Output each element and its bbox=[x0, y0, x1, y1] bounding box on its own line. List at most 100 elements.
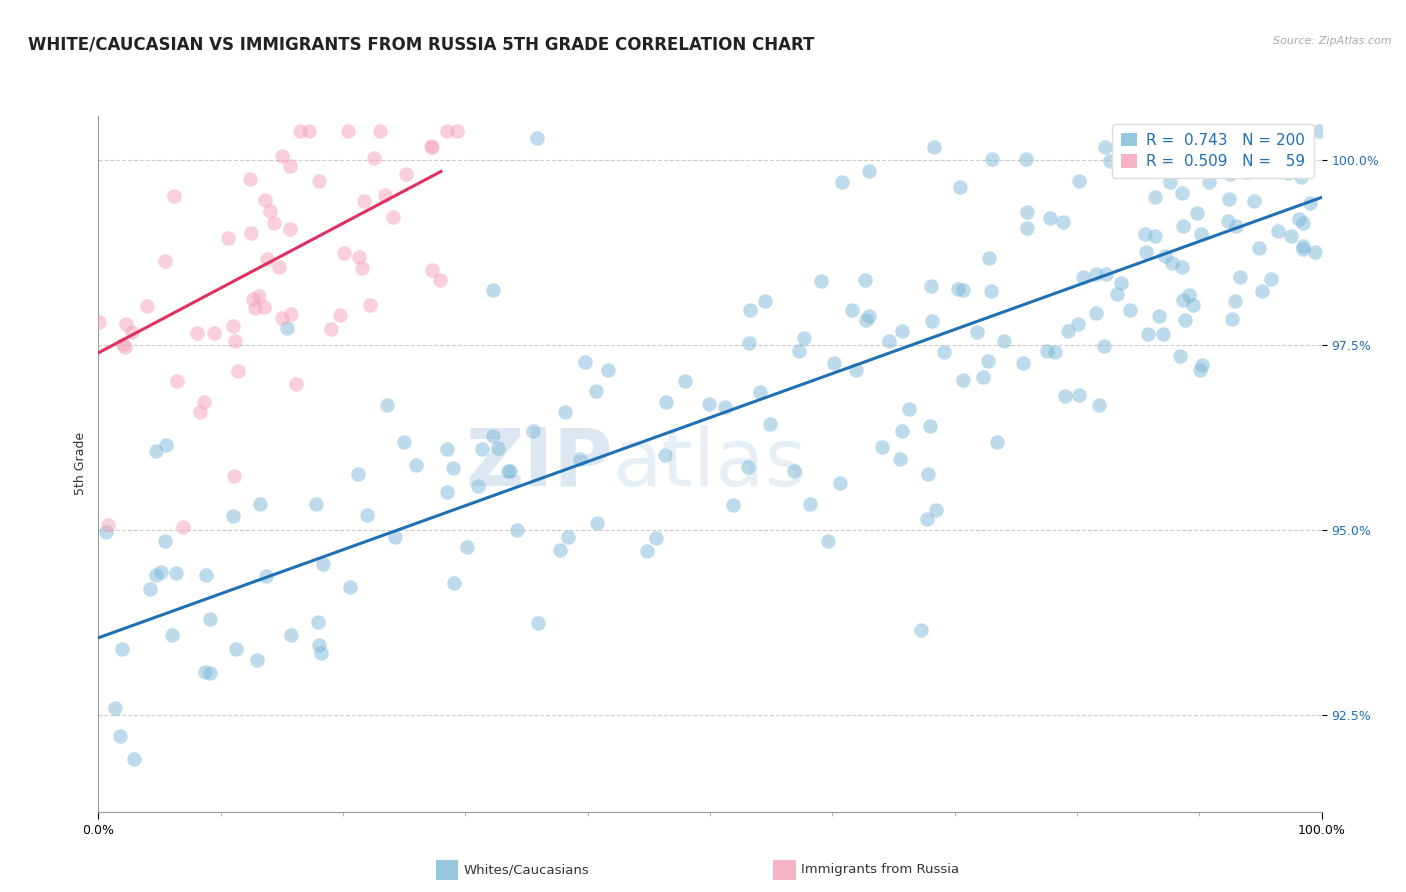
Point bbox=[738, 335, 761, 350]
Point bbox=[1249, 241, 1271, 255]
Point bbox=[977, 353, 1000, 368]
Point bbox=[259, 203, 281, 218]
Point bbox=[1229, 269, 1251, 284]
Point bbox=[1092, 339, 1115, 353]
Point bbox=[1185, 206, 1208, 220]
Point bbox=[1136, 326, 1159, 341]
Point bbox=[121, 325, 143, 339]
Point bbox=[1218, 192, 1240, 206]
Point bbox=[297, 124, 319, 138]
Point bbox=[1067, 317, 1090, 331]
Point bbox=[932, 345, 955, 359]
Point bbox=[122, 752, 145, 766]
Point bbox=[783, 464, 806, 478]
Point bbox=[1308, 124, 1330, 138]
Point bbox=[336, 124, 359, 138]
Point bbox=[1250, 163, 1272, 178]
Point bbox=[853, 273, 876, 287]
Point bbox=[1198, 175, 1220, 189]
Point bbox=[194, 665, 217, 679]
Point bbox=[986, 434, 1008, 449]
Point bbox=[172, 520, 194, 534]
Point bbox=[910, 623, 932, 637]
Point bbox=[1236, 164, 1258, 178]
Point bbox=[1189, 362, 1212, 376]
Point bbox=[280, 159, 302, 173]
Point bbox=[247, 289, 270, 303]
Point bbox=[225, 641, 247, 656]
Point bbox=[145, 568, 167, 582]
Point bbox=[160, 628, 183, 642]
Point bbox=[917, 512, 939, 526]
Text: ZIP: ZIP bbox=[465, 425, 612, 503]
Point bbox=[405, 458, 427, 472]
Point bbox=[138, 582, 160, 596]
Point bbox=[395, 167, 418, 181]
Point bbox=[217, 231, 239, 245]
Point bbox=[308, 638, 330, 652]
Point bbox=[436, 124, 458, 138]
Legend: R =  0.743   N = 200, R =  0.509   N =   59: R = 0.743 N = 200, R = 0.509 N = 59 bbox=[1112, 124, 1315, 178]
Point bbox=[858, 309, 880, 323]
Point bbox=[243, 301, 266, 315]
Point bbox=[1085, 268, 1108, 282]
Point bbox=[115, 318, 138, 332]
Point bbox=[949, 179, 972, 194]
Point bbox=[456, 540, 478, 554]
Point bbox=[256, 252, 278, 266]
Point bbox=[253, 193, 276, 207]
Point bbox=[946, 282, 969, 296]
Point bbox=[1133, 227, 1156, 241]
Point bbox=[186, 326, 208, 340]
Point bbox=[1036, 344, 1059, 359]
Point bbox=[145, 444, 167, 458]
Point bbox=[329, 308, 352, 322]
Point bbox=[1194, 159, 1216, 173]
Point bbox=[1098, 154, 1121, 169]
Point bbox=[527, 615, 550, 630]
Point bbox=[787, 344, 810, 359]
Point bbox=[920, 278, 942, 293]
Point bbox=[471, 442, 494, 456]
Point bbox=[891, 424, 914, 438]
Point bbox=[481, 283, 503, 297]
Point bbox=[420, 139, 443, 153]
Point bbox=[921, 314, 943, 328]
Point bbox=[153, 533, 176, 548]
Point bbox=[87, 314, 110, 328]
Point bbox=[897, 401, 920, 416]
Point bbox=[713, 400, 735, 414]
Point bbox=[1294, 130, 1316, 145]
Point bbox=[952, 373, 974, 387]
Point bbox=[333, 246, 356, 260]
Point bbox=[467, 479, 489, 493]
Point bbox=[108, 729, 131, 743]
Point bbox=[1243, 143, 1265, 157]
Point bbox=[276, 321, 298, 335]
Point bbox=[436, 484, 458, 499]
Point bbox=[891, 324, 914, 338]
Point bbox=[96, 517, 118, 532]
Point bbox=[1045, 345, 1067, 359]
Point bbox=[104, 700, 127, 714]
Point bbox=[270, 310, 292, 325]
Point bbox=[153, 254, 176, 268]
Point bbox=[111, 642, 134, 657]
Point bbox=[221, 319, 243, 334]
Point bbox=[586, 516, 609, 531]
Point bbox=[307, 615, 329, 629]
Point bbox=[1052, 214, 1074, 228]
Point bbox=[1109, 276, 1132, 290]
Point bbox=[1189, 227, 1212, 242]
Point bbox=[810, 274, 832, 288]
Point bbox=[441, 461, 464, 475]
Point bbox=[596, 362, 619, 376]
Point bbox=[443, 575, 465, 590]
Point bbox=[1292, 242, 1315, 256]
Point bbox=[952, 284, 974, 298]
Point bbox=[363, 151, 385, 165]
Point bbox=[1303, 245, 1326, 260]
Point bbox=[1246, 124, 1268, 138]
Point bbox=[165, 566, 187, 580]
Point bbox=[1292, 239, 1315, 253]
